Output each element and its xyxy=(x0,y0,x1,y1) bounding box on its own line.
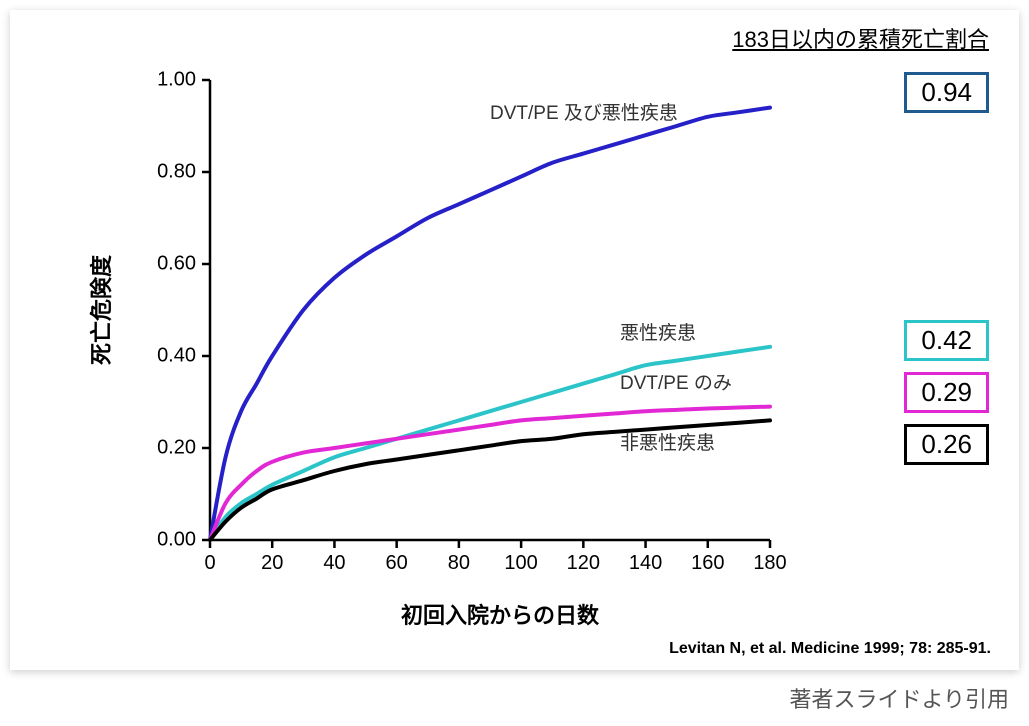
x-tick-label: 60 xyxy=(386,552,408,575)
page: 183日以内の累積死亡割合 死亡危険度 初回入院からの日数 0.000.200.… xyxy=(0,0,1029,726)
y-tick-label: 0.60 xyxy=(157,253,196,276)
x-tick-label: 80 xyxy=(448,552,470,575)
series-label: 非悪性疾患 xyxy=(620,428,715,455)
x-tick-label: 40 xyxy=(323,552,345,575)
x-tick-label: 0 xyxy=(204,552,215,575)
y-tick-label: 0.00 xyxy=(157,529,196,552)
chart-card: 183日以内の累積死亡割合 死亡危険度 初回入院からの日数 0.000.200.… xyxy=(10,10,1019,670)
y-axis-label: 死亡危険度 xyxy=(84,255,116,365)
y-tick-label: 0.20 xyxy=(157,437,196,460)
y-tick-label: 0.80 xyxy=(157,161,196,184)
x-tick-label: 100 xyxy=(504,552,537,575)
attribution: 著者スライドより引用 xyxy=(789,682,1009,714)
x-tick-label: 120 xyxy=(567,552,600,575)
value-box: 0.26 xyxy=(904,424,989,465)
series-label: 悪性疾患 xyxy=(620,318,696,345)
x-axis-label: 初回入院からの日数 xyxy=(401,598,599,630)
x-tick-label: 20 xyxy=(261,552,283,575)
value-box: 0.42 xyxy=(904,320,989,361)
value-box: 0.94 xyxy=(904,72,989,113)
x-tick-label: 160 xyxy=(691,552,724,575)
y-tick-label: 1.00 xyxy=(157,69,196,92)
x-tick-label: 140 xyxy=(629,552,662,575)
value-box: 0.29 xyxy=(904,372,989,413)
y-tick-label: 0.40 xyxy=(157,345,196,368)
x-tick-label: 180 xyxy=(753,552,786,575)
citation: Levitan N, et al. Medicine 1999; 78: 285… xyxy=(669,640,991,658)
series-label: DVT/PE のみ xyxy=(620,368,732,395)
series-label: DVT/PE 及び悪性疾患 xyxy=(490,98,678,125)
